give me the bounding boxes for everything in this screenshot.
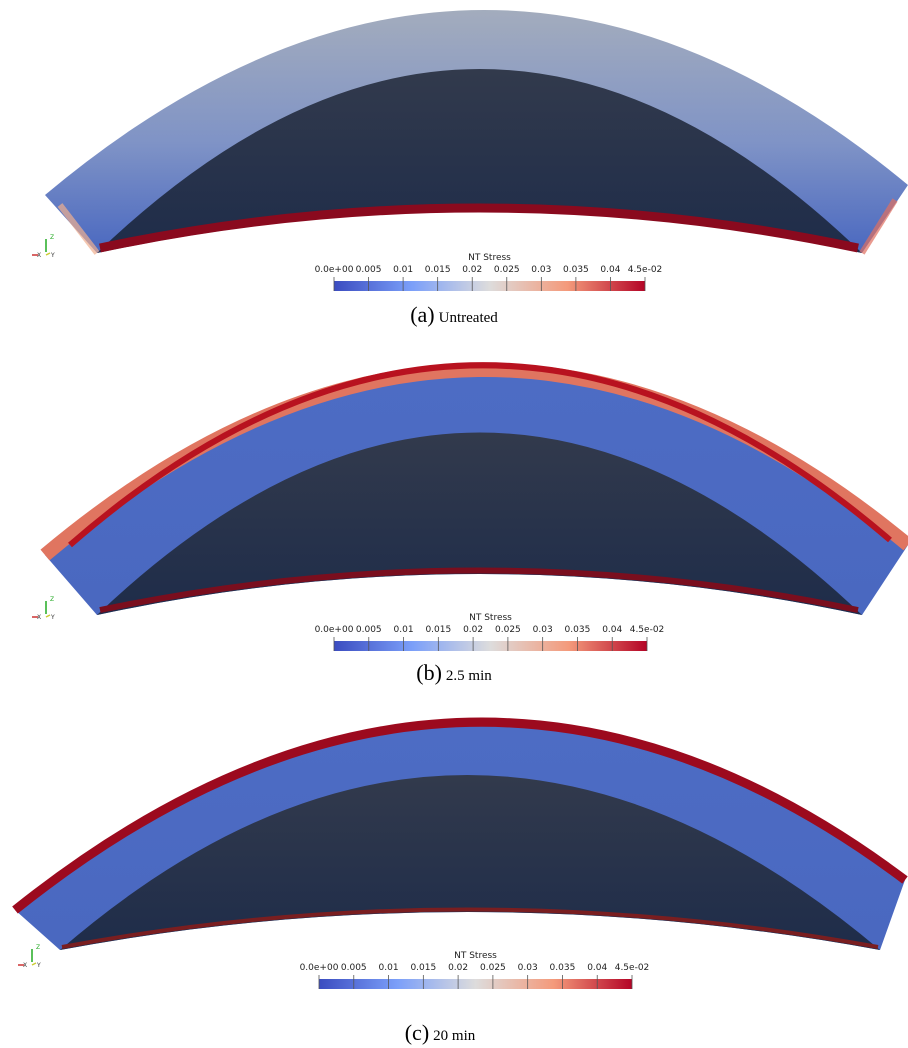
axes-triad: Z X Y	[32, 234, 55, 259]
axis-y-label: Y	[36, 962, 41, 969]
colorbar-tick-label: 0.04	[600, 265, 620, 275]
panel-label: (c)	[405, 1020, 429, 1045]
axis-y	[32, 963, 36, 965]
colorbar-tick-label: 0.0e+00	[300, 963, 339, 973]
colorbar-tick-label: 0.04	[587, 963, 607, 973]
colorbar-tick-label: 4.5e-02	[630, 625, 665, 635]
caption-text: (a) Untreated	[410, 302, 498, 327]
caption: (a) Untreated	[410, 302, 498, 327]
colorbar-title: NT Stress	[469, 613, 512, 623]
colorbar-gradient	[319, 979, 632, 989]
colorbar-tick-label: 0.005	[356, 625, 382, 635]
colorbar-tick-label: 0.025	[494, 265, 520, 275]
axes-triad: Z X Y	[18, 944, 41, 969]
colorbar-tick-label: 0.035	[565, 625, 591, 635]
colorbar-tick-label: 0.02	[462, 265, 482, 275]
colorbar-gradient	[334, 641, 647, 651]
colorbar-tick-label: 0.03	[531, 265, 551, 275]
axis-z-label: Z	[50, 596, 54, 603]
colorbar-tick-label: 0.02	[463, 625, 483, 635]
caption-text: (b)2.5 min	[416, 660, 492, 685]
colorbar-tick-label: 0.01	[379, 963, 399, 973]
colorbar-tick-label: 0.0e+00	[315, 265, 354, 275]
colorbar-gradient	[334, 281, 645, 291]
colorbar-tick-label: 0.025	[495, 625, 521, 635]
axis-x-label: X	[37, 614, 41, 621]
panel-label: (b)	[416, 660, 442, 685]
panel-caption: 20 min	[433, 1028, 476, 1044]
axis-x-label: X	[23, 962, 27, 969]
colorbar-tick-label: 0.005	[341, 963, 367, 973]
axes-triad: Z X Y	[32, 596, 55, 621]
colorbar-tick-label: 0.01	[394, 625, 414, 635]
colorbar-tick-label: 0.005	[356, 265, 382, 275]
axis-y-label: Y	[50, 614, 55, 621]
colorbar-tick-label: 0.02	[448, 963, 468, 973]
axis-z-label: Z	[36, 944, 40, 951]
colorbar-tick-label: 4.5e-02	[615, 963, 650, 973]
caption: (b)2.5 min	[416, 660, 492, 685]
colorbar-title: NT Stress	[468, 253, 511, 263]
colorbar-tick-label: 0.03	[518, 963, 538, 973]
axis-y	[46, 615, 50, 617]
colorbar-tick-label: 0.03	[533, 625, 553, 635]
colorbar-tick-label: 0.01	[393, 265, 413, 275]
colorbar-tick-label: 0.035	[563, 265, 589, 275]
axis-y-label: Y	[50, 252, 55, 259]
colorbar-tick-label: 0.04	[602, 625, 622, 635]
colorbar-tick-label: 0.025	[480, 963, 506, 973]
panel-label: (a)	[410, 302, 434, 327]
axis-x-label: X	[37, 252, 41, 259]
axis-z-label: Z	[50, 234, 54, 241]
colorbar-tick-label: 4.5e-02	[628, 265, 663, 275]
panel-caption: 2.5 min	[446, 668, 492, 684]
render-b	[45, 365, 908, 615]
render-a	[45, 10, 908, 253]
colorbar-tick-label: 0.035	[550, 963, 576, 973]
panel-caption: Untreated	[439, 310, 499, 326]
colorbar-title: NT Stress	[454, 951, 497, 961]
caption-text: (c)20 min	[405, 1020, 476, 1045]
page: {"panels": [ {"label": "(a)", "caption":…	[0, 0, 908, 1048]
render-c	[15, 722, 905, 950]
colorbar-tick-label: 0.015	[410, 963, 436, 973]
colorbar-tick-label: 0.015	[425, 265, 451, 275]
axis-y	[46, 253, 50, 255]
caption: (c)20 min	[405, 1020, 476, 1045]
figure: NT Stress0.0e+000.0050.010.0150.020.0250…	[0, 0, 908, 1048]
colorbar-tick-label: 0.015	[425, 625, 451, 635]
colorbar-tick-label: 0.0e+00	[315, 625, 354, 635]
